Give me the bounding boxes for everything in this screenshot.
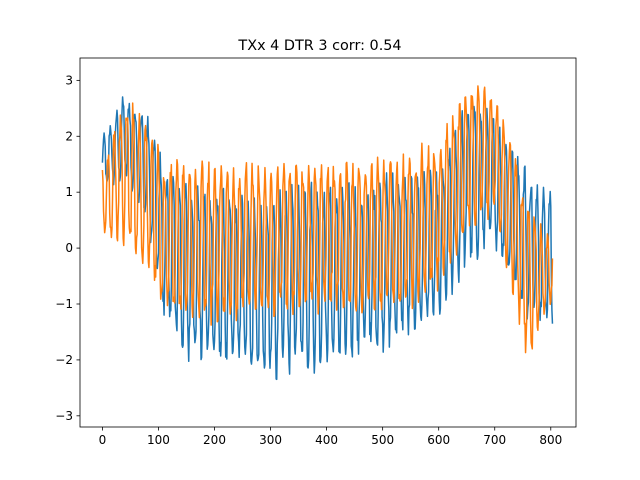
- y-tick-label: 2: [65, 129, 73, 143]
- series-layer: [101, 85, 554, 381]
- y-tick-label: −3: [55, 409, 73, 423]
- axes-layer: 0 100 200 300 400 500 600 700 800 −3 −2 −1 0 1 2 3: [55, 57, 577, 447]
- series-line-1: [101, 96, 554, 381]
- x-tick-label: 0: [99, 433, 107, 447]
- x-tick-label: 800: [539, 433, 562, 447]
- y-tick-label: 0: [65, 241, 73, 255]
- y-tick-label: 1: [65, 185, 73, 199]
- x-tick-label: 200: [203, 433, 226, 447]
- y-tick-label: −1: [55, 297, 73, 311]
- x-tick-label: 500: [371, 433, 394, 447]
- y-tick-label: −2: [55, 353, 73, 367]
- chart-title: TXx 4 DTR 3 corr: 0.54: [237, 38, 401, 54]
- plot-frame: [79, 57, 577, 428]
- x-tick-label: 400: [315, 433, 338, 447]
- x-tick-label: 100: [147, 433, 170, 447]
- y-tick-label: 3: [65, 73, 73, 87]
- x-tick-label: 300: [259, 433, 282, 447]
- series-line-2: [101, 85, 554, 354]
- x-tick-label: 600: [427, 433, 450, 447]
- x-tick-label: 700: [483, 433, 506, 447]
